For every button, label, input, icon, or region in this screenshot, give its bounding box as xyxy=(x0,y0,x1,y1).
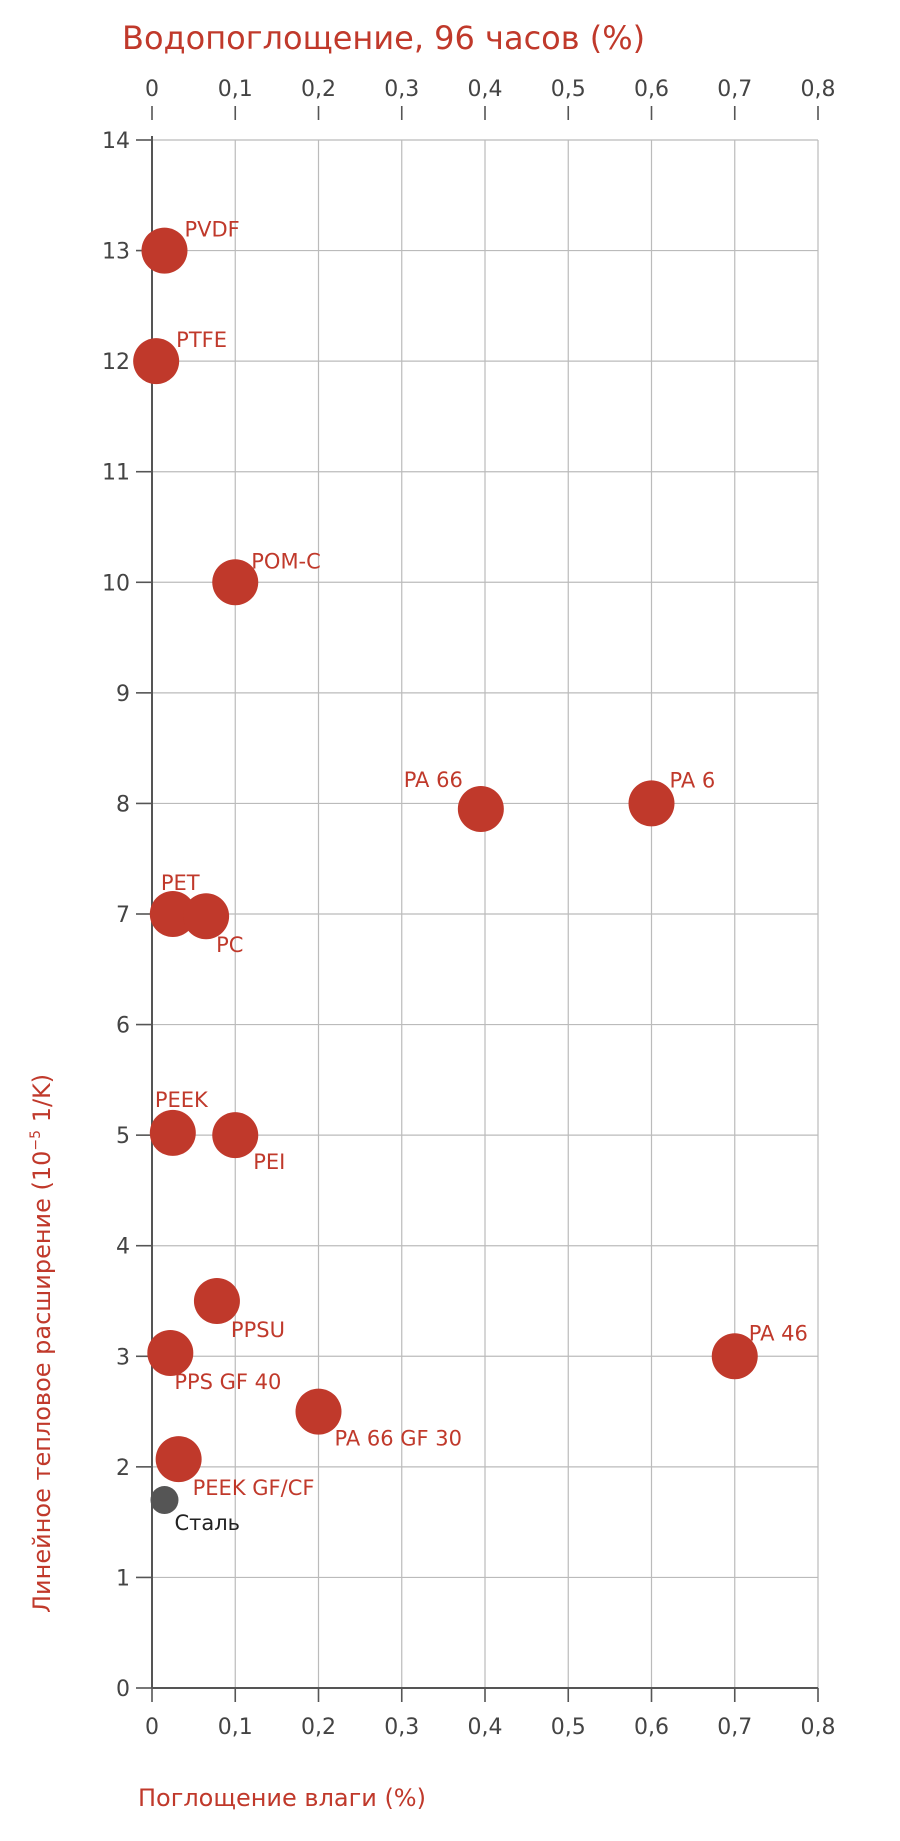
y-tick-label: 9 xyxy=(116,682,130,707)
y-tick-label: 5 xyxy=(116,1124,130,1149)
point-label-pvdf: PVDF xyxy=(184,218,239,242)
data-point-ppsu xyxy=(193,1278,240,1324)
data-point-pvdf xyxy=(141,227,188,274)
x-tick-label-bottom: 0 xyxy=(145,1715,159,1740)
x-tick-label-top: 0 xyxy=(145,77,159,102)
point-label-ppsu: PPSU xyxy=(231,1318,285,1342)
y-axis-label-sup: −5 xyxy=(28,1130,44,1151)
y-tick-label: 14 xyxy=(102,129,130,154)
x-tick-label-top: 0,6 xyxy=(634,77,669,102)
x-tick-label-top: 0,7 xyxy=(717,77,752,102)
x-tick-label-bottom: 0,4 xyxy=(468,1715,503,1740)
y-tick-label: 8 xyxy=(116,792,130,817)
point-label-pom-c: POM-C xyxy=(251,549,321,573)
data-point-сталь xyxy=(150,1486,179,1515)
y-tick-label: 0 xyxy=(116,1677,130,1702)
data-point-pa-66-gf-30 xyxy=(295,1388,342,1435)
x-tick-label-bottom: 0,8 xyxy=(801,1715,836,1740)
x-tick-label-top: 0,5 xyxy=(551,77,586,102)
y-tick-label: 4 xyxy=(116,1235,130,1260)
data-point-peek xyxy=(149,1109,196,1156)
x-axis-label: Поглощение влаги (%) xyxy=(138,1784,426,1812)
point-label-сталь: Сталь xyxy=(174,1511,240,1535)
data-point-pom-c xyxy=(212,559,259,606)
data-point-peek-gf-cf xyxy=(155,1436,202,1483)
y-axis-label-suffix: 1/K) xyxy=(28,1074,56,1130)
data-point-pc xyxy=(183,893,230,940)
data-point-pei xyxy=(212,1112,259,1159)
y-tick-label: 1 xyxy=(116,1566,130,1591)
x-tick-label-bottom: 0,7 xyxy=(717,1715,752,1740)
data-points xyxy=(133,227,758,1515)
point-label-pa-66-gf-30: PA 66 GF 30 xyxy=(335,1427,463,1451)
x-tick-label-top: 0,4 xyxy=(468,77,503,102)
x-tick-label-top: 0,2 xyxy=(301,77,336,102)
point-label-peek-gf-cf: PEEK GF/CF xyxy=(193,1476,315,1500)
x-tick-label-bottom: 0,5 xyxy=(551,1715,586,1740)
x-tick-label-bottom: 0,6 xyxy=(634,1715,669,1740)
data-point-pps-gf-40 xyxy=(147,1329,194,1376)
x-tick-label-top: 0,8 xyxy=(801,77,836,102)
y-tick-label: 7 xyxy=(116,903,130,928)
data-point-ptfe xyxy=(133,338,180,385)
tick-labels: 000,10,10,20,20,30,30,40,40,50,50,60,60,… xyxy=(102,77,836,1740)
data-point-pa-46 xyxy=(711,1333,758,1380)
y-tick-label: 10 xyxy=(102,571,130,596)
point-label-pps-gf-40: PPS GF 40 xyxy=(174,1370,281,1394)
point-label-ptfe: PTFE xyxy=(176,328,227,352)
chart-title: Водопоглощение, 96 часов (%) xyxy=(122,19,645,57)
point-labels: PVDF PTFE POM-C PA 66 PA 6 PET PC PEEK PEI PPSU PA… xyxy=(155,218,808,1535)
x-tick-label-bottom: 0,2 xyxy=(301,1715,336,1740)
y-tick-label: 6 xyxy=(116,1014,130,1039)
y-tick-label: 13 xyxy=(102,240,130,265)
data-point-pet xyxy=(149,891,196,937)
point-label-pa-66: PA 66 xyxy=(404,768,463,792)
point-label-pei: PEI xyxy=(253,1150,285,1174)
y-tick-label: 3 xyxy=(116,1345,130,1370)
x-tick-label-bottom: 0,1 xyxy=(218,1715,253,1740)
x-tick-label-top: 0,3 xyxy=(384,77,419,102)
data-point-pa-6 xyxy=(628,780,675,827)
point-label-pet: PET xyxy=(161,871,200,895)
y-tick-label: 2 xyxy=(116,1456,130,1481)
point-label-peek: PEEK xyxy=(155,1088,209,1112)
y-tick-label: 11 xyxy=(102,461,130,486)
y-axis-label: Линейное тепловое расширение (10−5 1/K) xyxy=(28,1074,56,1613)
point-label-pa-46: PA 46 xyxy=(749,1321,808,1345)
x-tick-label-bottom: 0,3 xyxy=(384,1715,419,1740)
point-label-pc: PC xyxy=(216,933,243,957)
grid xyxy=(152,139,819,1688)
data-point-pa-66 xyxy=(457,785,504,832)
axes xyxy=(136,106,819,1702)
y-tick-label: 12 xyxy=(102,350,130,375)
y-axis-label-main: Линейное тепловое расширение (10 xyxy=(28,1151,56,1613)
point-label-pa-6: PA 6 xyxy=(670,768,716,792)
x-tick-label-top: 0,1 xyxy=(218,77,253,102)
